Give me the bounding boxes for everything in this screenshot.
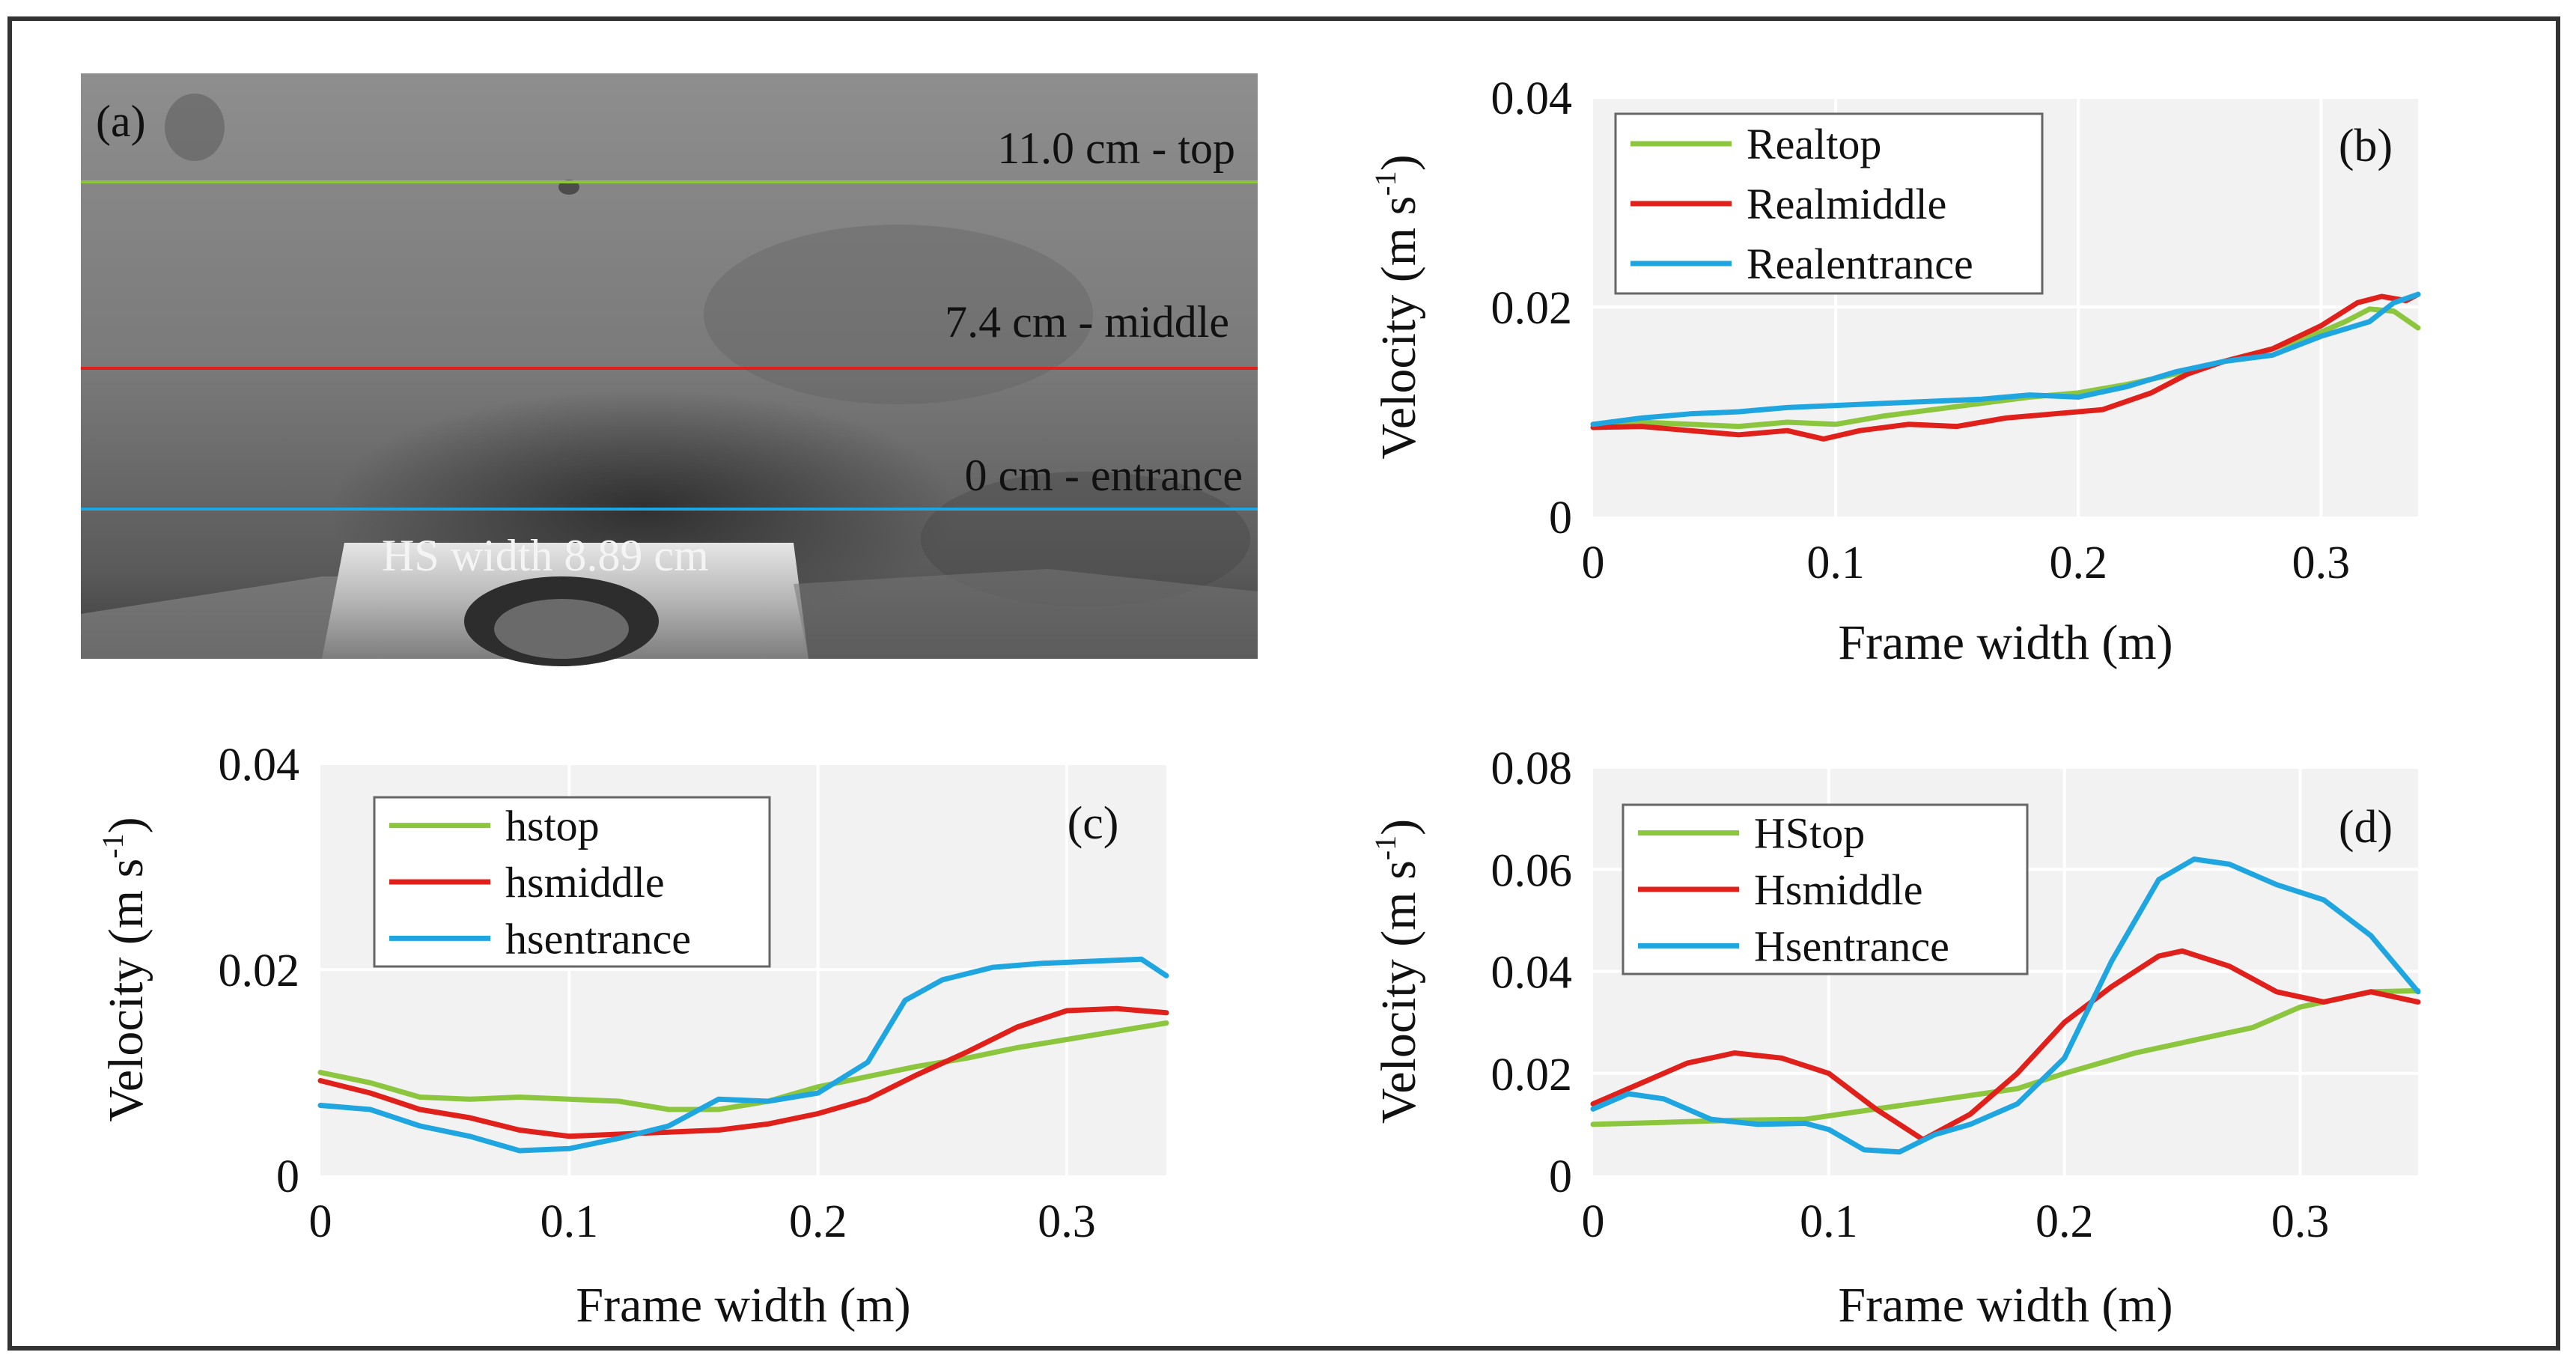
chart-d: 0 0.1 0.2 0.3 0 0.02 0.04 0.06 0.08 Frame width (… xyxy=(1368,743,2421,1333)
y-tick-label: 0.06 xyxy=(1491,845,1573,896)
y-tick-label: 0.04 xyxy=(219,740,300,791)
legend-label: HStop xyxy=(1754,809,1865,858)
x-axis-label: Frame width (m) xyxy=(1838,1278,2172,1333)
photo-panel: (a) 11.0 cm - top 7.4 cm - middle 0 cm -… xyxy=(81,73,1258,666)
x-tick-label: 0.1 xyxy=(1800,1196,1858,1247)
x-tick-label: 0.2 xyxy=(2049,538,2107,588)
x-tick-label: 0.3 xyxy=(2292,538,2351,588)
legend-label: Hsmiddle xyxy=(1754,865,1923,914)
middle-line-label: 7.4 cm - middle xyxy=(945,297,1229,347)
y-tick-label: 0.02 xyxy=(1491,1050,1573,1100)
x-tick-label: 0.2 xyxy=(789,1196,847,1247)
x-axis-label: Frame width (m) xyxy=(576,1278,910,1333)
series-line-hsentrance xyxy=(317,956,1169,1154)
x-tick-label: 0.3 xyxy=(2271,1196,2330,1247)
x-axis-label: Frame width (m) xyxy=(1838,615,2172,670)
y-axis-label: Velocity (m s-1) xyxy=(96,817,153,1121)
figure-frame xyxy=(7,16,2560,1351)
y-tick-label: 0.04 xyxy=(1491,73,1573,124)
x-tick-label: 0.2 xyxy=(2035,1196,2094,1247)
photo-rail xyxy=(794,569,1258,659)
x-tick-label: 0 xyxy=(1582,538,1605,588)
y-axis-label: Velocity (m s-1) xyxy=(1368,819,1426,1124)
y-tick-label: 0.02 xyxy=(1491,283,1573,334)
x-tick-label: 0 xyxy=(309,1196,332,1247)
x-tick-label: 0.1 xyxy=(1806,538,1865,588)
series-line-hsmiddle xyxy=(317,1005,1169,1139)
y-tick-label: 0 xyxy=(1549,1151,1572,1202)
legend-label: hsmiddle xyxy=(505,858,665,907)
legend-label: Hsentrance xyxy=(1754,922,1949,970)
legend-label: hsentrance xyxy=(505,914,691,963)
hs-device-hole-inner xyxy=(494,599,629,659)
y-tick-label: 0 xyxy=(1549,493,1572,544)
panel-label: (d) xyxy=(2339,802,2393,853)
series-line-hsentrance xyxy=(1590,856,2421,1155)
series-line-realentrance xyxy=(1590,291,2421,427)
chart-b: 0 0.1 0.2 0.3 0 0.02 0.04 Frame width (m) Veloci… xyxy=(1368,73,2421,670)
legend-label: Realtop xyxy=(1747,120,1881,168)
x-tick-label: 0.3 xyxy=(1038,1196,1096,1247)
y-tick-label: 0.08 xyxy=(1491,743,1573,794)
x-tick-label: 0 xyxy=(1582,1196,1605,1247)
y-tick-label: 0.02 xyxy=(219,946,300,996)
legend-label: Realentrance xyxy=(1747,240,1973,288)
panel-label-a: (a) xyxy=(96,97,146,146)
panel-label: (c) xyxy=(1068,798,1119,849)
x-tick-label: 0.1 xyxy=(541,1196,599,1247)
y-tick-label: 0 xyxy=(276,1151,299,1202)
series-line-realmiddle xyxy=(1590,291,2421,442)
y-tick-label: 0.04 xyxy=(1491,948,1573,999)
y-axis-label: Velocity (m s-1) xyxy=(1368,154,1426,459)
entrance-line-label: 0 cm - entrance xyxy=(965,451,1243,500)
series-line-hstop xyxy=(317,1020,1169,1112)
chart-c: 0 0.1 0.2 0.3 0 0.02 0.04 Frame width (m) Veloci… xyxy=(96,740,1169,1333)
top-line-label: 11.0 cm - top xyxy=(997,124,1235,173)
photo-speck xyxy=(165,94,225,161)
legend-label: hstop xyxy=(505,802,600,850)
panel-label: (b) xyxy=(2339,121,2393,171)
series-line-hsmiddle xyxy=(1590,948,2421,1142)
legend-label: Realmiddle xyxy=(1747,180,1946,228)
hs-width-label: HS width 8.89 cm xyxy=(382,531,709,580)
photo-shadow xyxy=(704,225,1093,404)
